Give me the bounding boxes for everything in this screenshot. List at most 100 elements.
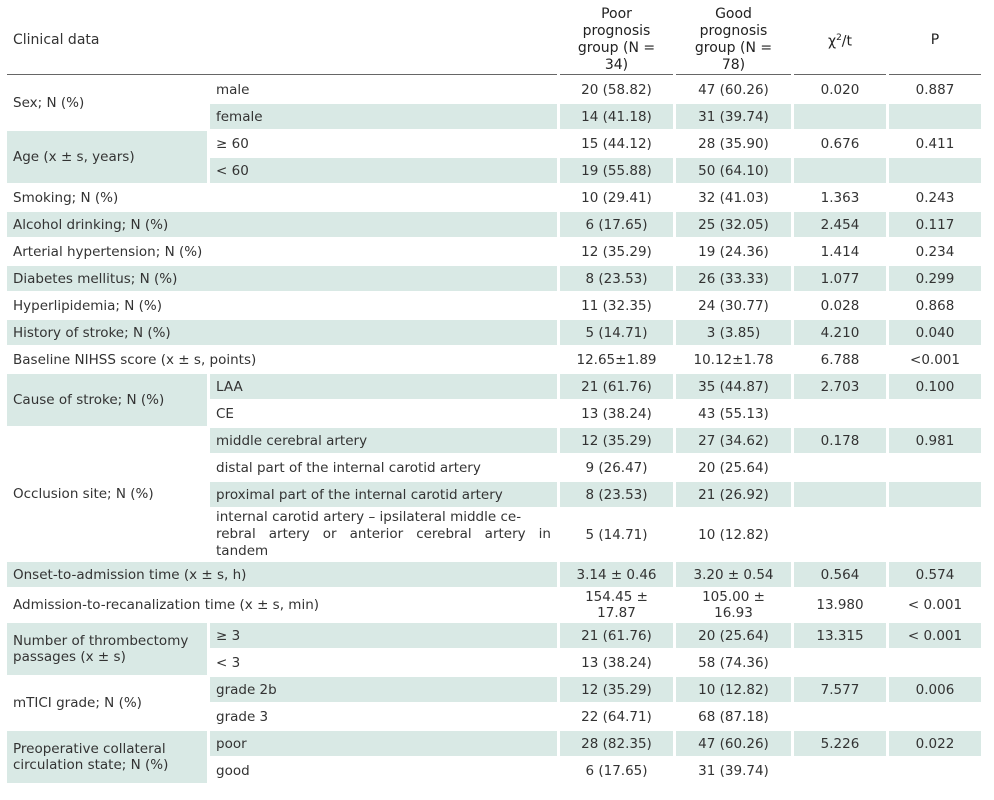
p-value: < 0.001 [907, 597, 963, 613]
table-row: Hyperlipidemia; N (%) 11 (32.35) 24 (30.… [7, 293, 981, 318]
header-chi-sup: 2 [836, 32, 842, 43]
good-value: 31 (39.74) [698, 762, 769, 779]
sub-label: CE [216, 405, 234, 422]
p-value: 0.299 [889, 266, 981, 291]
chi-value: 0.676 [820, 135, 860, 152]
good-value: 47 (60.26) [676, 731, 791, 756]
row-label-diabetes: Diabetes mellitus; N (%) [7, 266, 557, 291]
p-value: 0.100 [889, 374, 981, 399]
table-row: < 3 13 (38.24) 58 (74.36) [7, 650, 981, 675]
p-value: 0.234 [915, 243, 955, 260]
poor-value: 13 (38.24) [581, 405, 652, 422]
table-row: Number of thrombectomy passages (x ± s) ≥… [7, 623, 981, 675]
poor-value: 12.65±1.89 [576, 351, 657, 368]
poor-value: 15 (44.12) [581, 135, 652, 152]
row-label-hypertension: Arterial hypertension; N (%) [13, 243, 203, 260]
sub-label: LAA [210, 374, 557, 399]
header-poor-prognosis: Poor prognosis group (N = 34) [560, 6, 673, 75]
poor-value: 21 (61.76) [560, 623, 673, 648]
table-row: grade 3 22 (64.71) 68 (87.18) [7, 704, 981, 729]
p-value-empty [889, 104, 981, 129]
poor-value: 21 (61.76) [560, 374, 673, 399]
chi-value: 0.028 [820, 297, 860, 314]
sub-label: poor [210, 731, 557, 756]
header-poor-line2: group (N = 34) [577, 40, 656, 73]
poor-value: 5 (14.71) [560, 320, 673, 345]
clinical-data-table: Clinical data Poor prognosis group (N = 3… [4, 4, 984, 785]
table-row: Admission-to-recanalization time (x ± s,… [7, 589, 981, 621]
sub-label: < 60 [210, 158, 557, 183]
chi-value-empty [794, 704, 886, 729]
poor-value: 12 (35.29) [581, 243, 652, 260]
chi-value-empty [794, 401, 886, 426]
good-value: 21 (26.92) [676, 482, 791, 507]
p-value: 0.243 [915, 189, 955, 206]
good-value: 10 (12.82) [676, 677, 791, 702]
table-row: Preoperative collateral circulation state… [7, 731, 981, 783]
poor-value: 10 (29.41) [581, 189, 652, 206]
poor-value: 8 (23.53) [560, 266, 673, 291]
poor-value: 9 (26.47) [585, 459, 648, 476]
good-value: 58 (74.36) [698, 654, 769, 671]
good-value: 3 (3.85) [676, 320, 791, 345]
chi-value-empty [794, 158, 886, 183]
passages-line2: passages (x ± s) [13, 649, 126, 665]
p-value: 0.868 [915, 297, 955, 314]
row-label-mtici: mTICI grade; N (%) [13, 695, 142, 711]
table-row: proximal part of the internal carotid ar… [7, 482, 981, 507]
good-value: 31 (39.74) [676, 104, 791, 129]
header-p-value: P [889, 6, 981, 75]
poor-value: 11 (32.35) [581, 297, 652, 314]
poor-value: 12 (35.29) [560, 677, 673, 702]
table-row: CE 13 (38.24) 43 (55.13) [7, 401, 981, 426]
p-value: 0.006 [889, 677, 981, 702]
tandem-line1: internal carotid artery – ipsilateral mi… [216, 509, 522, 525]
chi-value: 0.564 [794, 562, 886, 587]
chi-value: 0.020 [820, 81, 860, 98]
p-value: 0.411 [915, 135, 955, 152]
sub-label: distal part of the internal carotid arte… [216, 459, 481, 476]
good-value: 26 (33.33) [676, 266, 791, 291]
good-value: 105.00 ± 16.93 [702, 589, 765, 621]
p-value: < 0.001 [889, 623, 981, 648]
collateral-line1: Preoperative collateral [13, 741, 166, 757]
good-value: 43 (55.13) [698, 405, 769, 422]
good-value: 27 (34.62) [676, 428, 791, 453]
p-value: 0.981 [889, 428, 981, 453]
p-value: 0.117 [889, 212, 981, 237]
header-row: Clinical data Poor prognosis group (N = 3… [7, 6, 981, 75]
p-value-empty [889, 455, 981, 480]
header-good-line2: group (N = 78) [694, 40, 773, 73]
good-value: 3.20 ± 0.54 [676, 562, 791, 587]
chi-value: 2.703 [794, 374, 886, 399]
p-value-empty [889, 650, 981, 675]
table-row: good 6 (17.65) 31 (39.74) [7, 758, 981, 783]
chi-value: 1.363 [820, 189, 860, 206]
sub-label: middle cerebral artery [210, 428, 557, 453]
sub-label: proximal part of the internal carotid ar… [210, 482, 557, 507]
chi-value-empty [794, 482, 886, 507]
chi-value-empty [794, 650, 886, 675]
header-chi-base: χ [827, 33, 837, 50]
header-chi-square: χ2/t [794, 6, 886, 75]
p-value: 0.887 [915, 81, 955, 98]
header-chi-rest: /t [841, 33, 853, 50]
poor-value: 6 (17.65) [585, 762, 648, 779]
p-value-empty [889, 704, 981, 729]
chi-value: 13.315 [794, 623, 886, 648]
p-value: <0.001 [910, 351, 960, 368]
good-value: 50 (64.10) [676, 158, 791, 183]
p-value-empty [889, 758, 981, 783]
chi-value: 7.577 [794, 677, 886, 702]
table-row: Occlusion site; N (%) middle cerebral ar… [7, 428, 981, 502]
chi-value: 2.454 [794, 212, 886, 237]
chi-value: 0.178 [794, 428, 886, 453]
row-label-occlusion: Occlusion site; N (%) [13, 486, 154, 502]
row-label-passages: Number of thrombectomy passages (x ± s) [7, 623, 207, 675]
sub-label: female [210, 104, 557, 129]
chi-value: 1.414 [820, 243, 860, 260]
good-value: 35 (44.87) [676, 374, 791, 399]
table-row: Baseline NIHSS score (x ± s, points) 12.… [7, 347, 981, 372]
chi-value: 13.980 [816, 597, 864, 613]
table-row: mTICI grade; N (%) grade 2b 12 (35.29) 1… [7, 677, 981, 711]
